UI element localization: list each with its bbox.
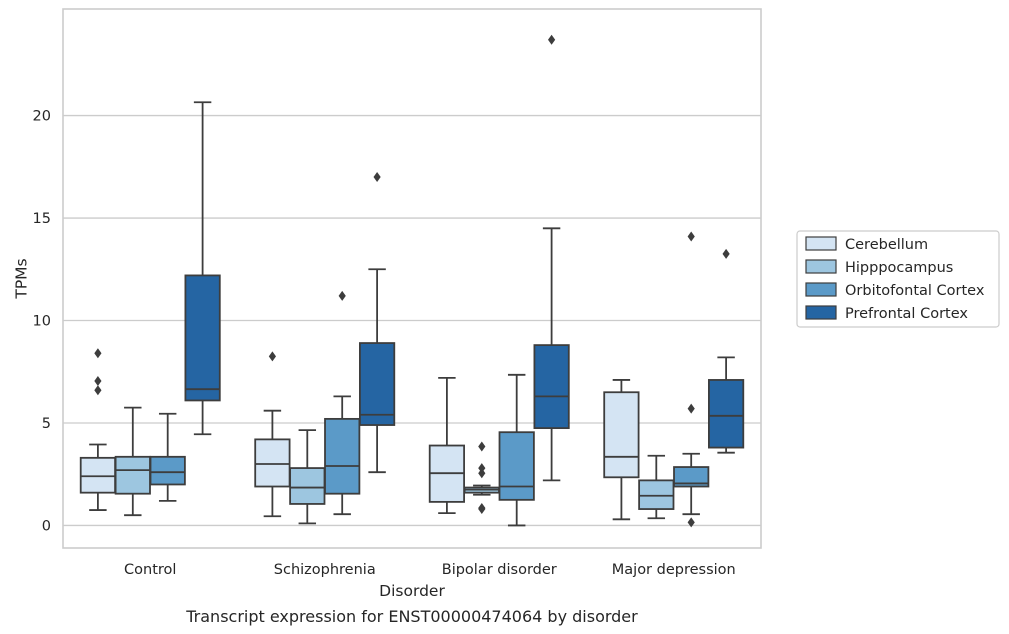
outlier-point [478,441,486,452]
iqr-box [673,466,710,488]
legend-swatch [805,236,837,251]
y-tick-labels: 0 5 10 15 20 [33,109,51,535]
y-tick-label: 20 [33,109,51,125]
legend: Cerebellum Hipppocampus Orbitofontal Corte… [796,230,1000,328]
y-tick-label: 0 [42,518,51,534]
box-2-0 [428,376,465,515]
x-tick-label: Major depression [612,562,736,578]
box-3-0 [603,379,640,521]
iqr-box [603,391,640,479]
plot-frame [62,8,762,549]
iqr-box [254,438,291,488]
y-tick-label: 10 [33,314,51,330]
outlier-point [268,351,276,362]
iqr-box [359,342,396,426]
box-2-1 [463,441,500,515]
iqr-box [638,479,675,510]
x-tick-label: Bipolar disorder [442,562,557,578]
iqr-box [184,274,221,402]
figure-caption: Transcript expression for ENST0000047406… [185,607,638,626]
legend-swatch [805,305,837,320]
legend-label: Orbitofontal Cortex [845,283,985,299]
x-tick-labels: Control Schizophrenia Bipolar disorder Majo… [124,562,736,578]
iqr-box [149,455,186,486]
grid-lines [63,114,761,527]
legend-label: Hipppocampus [845,260,953,276]
y-axis-label: TPMs [12,258,30,299]
legend-frame [796,230,1000,328]
box-1-3 [359,172,396,474]
box-0-2 [149,412,186,502]
box-1-1 [289,429,326,525]
y-tick-label: 15 [33,211,51,227]
box-0-0 [79,348,116,511]
box-2-2 [498,373,535,527]
outlier-point [338,290,346,301]
outlier-point [94,375,102,386]
x-tick-label: Schizophrenia [274,562,376,578]
y-tick-label: 5 [42,416,51,432]
outlier-point [478,468,486,479]
box-plots [79,34,745,528]
iqr-box [79,456,116,494]
box-3-2 [673,231,710,528]
outlier-point [687,517,695,528]
legend-label: Prefrontal Cortex [845,306,968,322]
iqr-box [498,431,535,501]
box-3-3 [708,248,745,454]
outlier-point [478,463,486,474]
box-0-3 [184,101,221,436]
outlier-point [722,248,730,259]
outlier-point [687,403,695,414]
outlier-point [687,231,695,242]
iqr-box [324,417,361,495]
iqr-box [533,344,570,430]
legend-label: Cerebellum [845,237,928,253]
box-1-0 [254,351,291,518]
iqr-box [708,379,745,449]
outlier-point [548,34,556,45]
iqr-box [289,467,326,505]
iqr-box [114,455,151,495]
outlier-point [373,172,381,183]
outlier-point [478,504,486,515]
x-tick-label: Control [124,562,176,578]
x-axis-label: Disorder [379,582,445,600]
box-0-1 [114,406,151,517]
outlier-point [94,385,102,396]
box-1-2 [324,290,361,516]
box-2-3 [533,34,570,482]
legend-swatch [805,259,837,274]
outlier-point [94,348,102,359]
box-3-1 [638,454,675,520]
legend-swatch [805,282,837,297]
